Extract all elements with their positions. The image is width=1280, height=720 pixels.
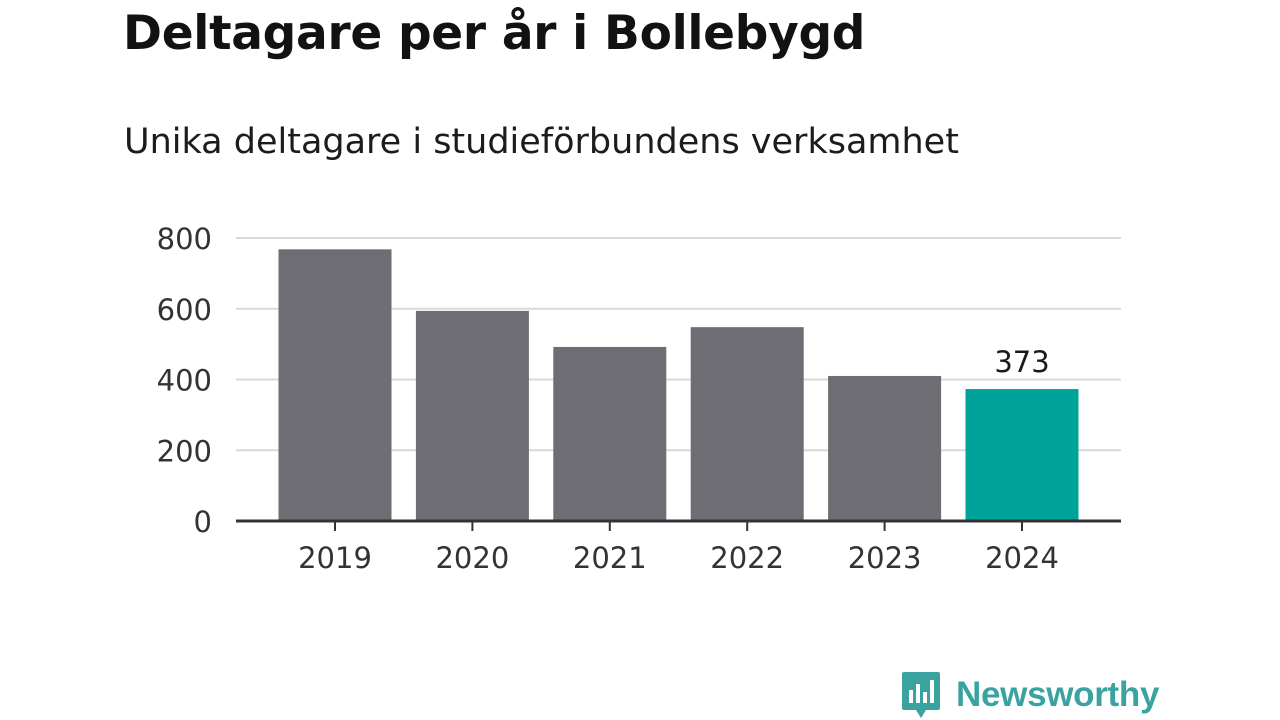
x-tick-label: 2024 [985,541,1059,575]
newsworthy-logo: Newsworthy [900,670,1159,720]
x-tick-label: 2019 [298,541,372,575]
bar [828,375,942,521]
x-tick-label: 2022 [710,541,784,575]
bar [553,346,667,521]
bar [965,389,1079,521]
y-tick-label: 600 [157,293,212,327]
chart-subtitle: Unika deltagare i studieförbundens verks… [124,122,959,162]
x-tick-label: 2023 [848,541,922,575]
x-tick-label: 2021 [573,541,647,575]
y-tick-label: 200 [157,434,212,468]
y-tick-label: 400 [157,364,212,398]
bar [415,310,529,521]
bar-chart-speech-bubble-icon [902,672,940,718]
x-tick-label: 2020 [435,541,509,575]
y-tick-label: 0 [194,505,212,539]
data-label: 373 [994,345,1049,379]
bar [690,327,804,521]
bar [278,249,392,521]
chart-title: Deltagare per år i Bollebygd [123,6,866,61]
logo-text: Newsworthy [956,675,1160,714]
y-tick-label: 800 [157,222,212,256]
